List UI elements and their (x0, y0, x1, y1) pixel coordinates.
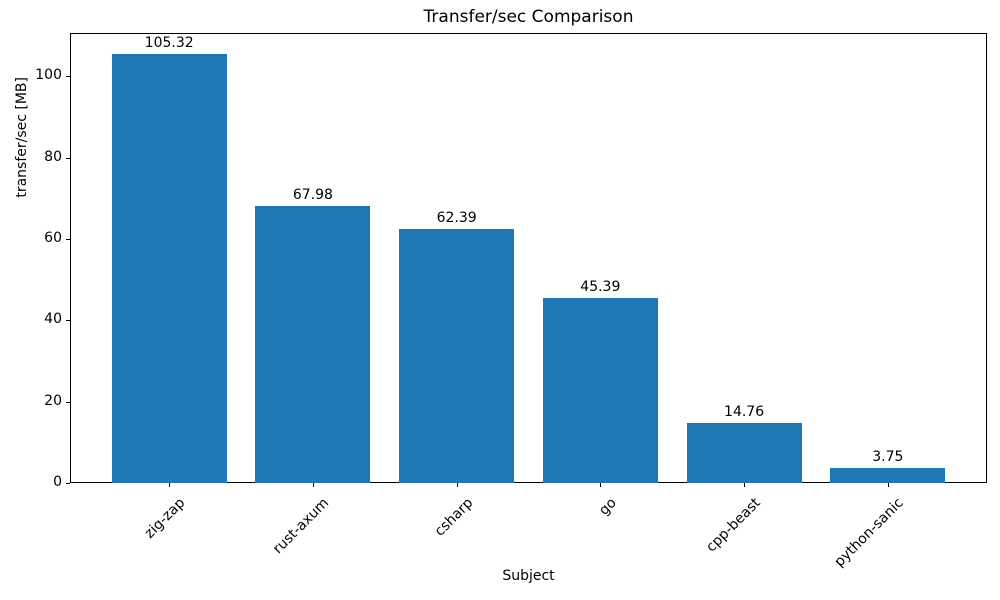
bar-cpp-beast (686, 422, 802, 483)
x-axis-label: Subject (502, 568, 555, 584)
y-tick-mark (66, 483, 70, 484)
y-tick-label: 40 (44, 311, 62, 328)
y-tick-mark (66, 157, 70, 159)
bar-go (542, 298, 658, 483)
bar-rust-axum (255, 206, 371, 483)
bar-value-label: 105.32 (144, 35, 194, 52)
y-tick-label: 60 (44, 229, 62, 246)
chart-title: Transfer/sec Comparison (423, 7, 634, 27)
x-tick-mark (312, 483, 314, 487)
y-tick-label: 80 (44, 148, 62, 165)
y-axis-label: transfer/sec [MB] (14, 76, 30, 198)
x-tick-label: zig-zap (141, 495, 189, 542)
x-tick-mark (600, 483, 602, 487)
y-tick-mark (66, 238, 70, 240)
bar-value-label: 62.39 (436, 210, 477, 227)
x-tick-mark (887, 483, 889, 487)
bar-value-label: 3.75 (872, 448, 904, 465)
x-tick-label: python-sanic (831, 495, 908, 571)
bar-python-sanic (830, 467, 946, 483)
x-tick-mark (456, 483, 458, 487)
bar-zig-zap (111, 54, 227, 483)
x-tick-mark (169, 483, 171, 487)
y-tick-mark (66, 76, 70, 78)
x-tick-mark (744, 483, 746, 487)
bar-value-label: 67.98 (292, 187, 333, 204)
x-tick-label: cpp-beast (703, 495, 764, 556)
x-tick-label: go (596, 495, 620, 519)
x-tick-label: csharp (431, 495, 476, 540)
y-tick-label: 0 (53, 474, 62, 490)
y-tick-mark (66, 401, 70, 403)
x-tick-label: rust-axum (270, 495, 333, 558)
bar-csharp (399, 229, 515, 483)
y-tick-label: 20 (44, 392, 62, 409)
y-tick-mark (66, 320, 70, 322)
y-tick-label: 100 (35, 67, 62, 84)
bar-value-label: 45.39 (580, 279, 621, 296)
bar-value-label: 14.76 (724, 403, 765, 420)
